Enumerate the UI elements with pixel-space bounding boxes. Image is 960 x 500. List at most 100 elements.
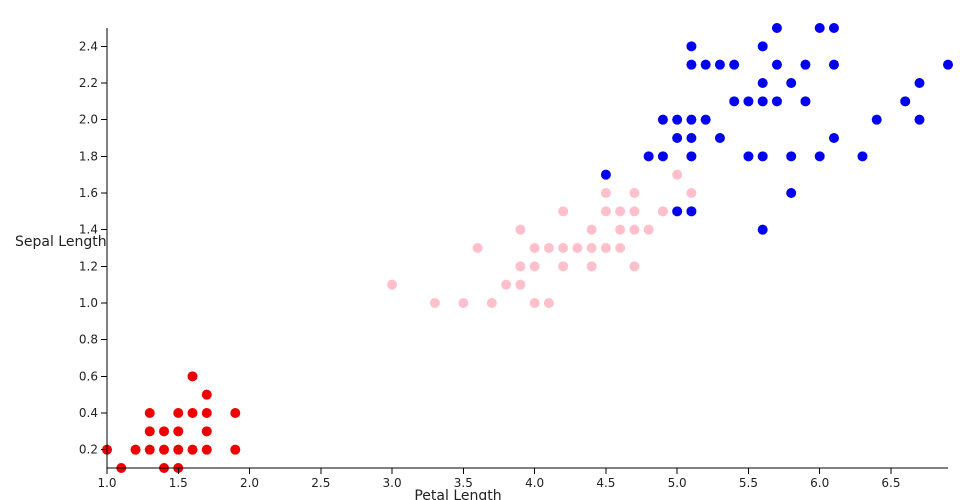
scatter-point xyxy=(786,78,797,88)
scatter-point xyxy=(900,96,911,107)
y-tick-label: 2.0 xyxy=(79,113,98,127)
x-tick-label: 5.0 xyxy=(668,476,687,490)
scatter-point xyxy=(743,151,754,162)
scatter-point xyxy=(771,23,782,33)
points-layer xyxy=(102,23,953,473)
x-tick-label: 2.0 xyxy=(240,476,259,490)
scatter-point xyxy=(130,444,141,455)
scatter-point xyxy=(714,59,725,70)
scatter-point xyxy=(387,279,398,290)
scatter-point xyxy=(629,224,640,235)
y-axis-title: Sepal Length xyxy=(15,234,107,250)
x-tick-label: 3.5 xyxy=(454,476,473,490)
y-tick-label: 1.4 xyxy=(79,223,98,237)
scatter-point xyxy=(686,206,697,217)
scatter-point xyxy=(828,133,839,143)
axes-layer: 1.0 1.5 2.0 2.5 3.0 3.5 4.0 4.5 5.0 5.5 6.0 6.5 0.2 0… xyxy=(79,28,948,490)
scatter-point xyxy=(700,59,711,70)
scatter-point xyxy=(757,151,768,162)
scatter-point xyxy=(173,444,184,455)
scatter-point xyxy=(743,96,754,107)
x-tick-label: 4.0 xyxy=(525,476,544,490)
scatter-point xyxy=(615,224,626,235)
scatter-point xyxy=(201,426,212,437)
scatter-point xyxy=(159,426,170,437)
x-tick-label: 1.0 xyxy=(97,476,116,490)
scatter-point xyxy=(486,298,497,308)
scatter-point xyxy=(543,243,554,253)
scatter-point xyxy=(187,371,198,382)
scatter-point xyxy=(729,96,740,107)
y-tick-label: 0.2 xyxy=(79,443,98,457)
scatter-point xyxy=(600,243,611,253)
scatter-point xyxy=(629,206,640,217)
scatter-point xyxy=(786,151,797,162)
scatter-point xyxy=(458,298,469,308)
scatter-point xyxy=(187,408,198,418)
x-tick-label: 4.5 xyxy=(596,476,615,490)
scatter-point xyxy=(672,169,683,180)
x-tick-label: 6.0 xyxy=(810,476,829,490)
scatter-point xyxy=(429,298,440,308)
scatter-point xyxy=(558,243,569,253)
scatter-point xyxy=(828,59,839,70)
scatter-point xyxy=(729,59,740,70)
scatter-point xyxy=(173,408,184,418)
scatter-point xyxy=(686,114,697,125)
scatter-point xyxy=(615,206,626,217)
scatter-point xyxy=(686,151,697,162)
y-tick-label: 0.6 xyxy=(79,369,98,383)
y-tick-label: 0.4 xyxy=(79,406,98,420)
scatter-point xyxy=(144,408,155,418)
scatter-point xyxy=(757,96,768,107)
y-tick-label: 2.4 xyxy=(79,39,98,53)
scatter-point xyxy=(201,408,212,418)
scatter-point xyxy=(600,188,611,198)
y-tick-label: 1.8 xyxy=(79,149,98,163)
scatter-point xyxy=(515,224,526,235)
scatter-point xyxy=(230,444,241,455)
y-tick-label: 1.2 xyxy=(79,259,98,273)
scatter-point xyxy=(201,389,212,400)
scatter-point xyxy=(173,426,184,437)
scatter-point xyxy=(871,114,882,125)
x-tick-label: 5.5 xyxy=(739,476,758,490)
scatter-point xyxy=(686,59,697,70)
scatter-point xyxy=(515,261,526,272)
scatter-point xyxy=(159,444,170,455)
scatter-point xyxy=(757,78,768,88)
scatter-point xyxy=(771,59,782,70)
x-tick-label: 3.0 xyxy=(383,476,402,490)
scatter-point xyxy=(144,444,155,455)
scatter-point xyxy=(657,114,668,125)
scatter-point xyxy=(814,23,825,33)
scatter-point xyxy=(657,151,668,162)
scatter-point xyxy=(529,243,540,253)
scatter-point xyxy=(700,114,711,125)
scatter-point xyxy=(629,261,640,272)
scatter-point xyxy=(800,96,811,107)
scatter-point xyxy=(914,114,925,125)
scatter-point xyxy=(757,224,768,235)
scatter-point xyxy=(914,78,925,88)
x-tick-label: 2.5 xyxy=(311,476,330,490)
scatter-point xyxy=(943,59,953,70)
scatter-point xyxy=(643,224,654,235)
scatter-point xyxy=(586,261,597,272)
y-tick-label: 1.6 xyxy=(79,186,98,200)
scatter-point xyxy=(786,188,797,198)
scatter-point xyxy=(657,206,668,217)
scatter-point xyxy=(529,261,540,272)
scatter-point xyxy=(201,444,212,455)
scatter-point xyxy=(572,243,583,253)
scatter-point xyxy=(558,261,569,272)
scatter-point xyxy=(629,188,640,198)
scatter-point xyxy=(800,59,811,70)
x-axis-title: Petal Length xyxy=(414,488,501,500)
y-tick-label: 1.0 xyxy=(79,296,98,310)
scatter-point xyxy=(615,243,626,253)
scatter-point xyxy=(586,243,597,253)
scatter-point xyxy=(472,243,483,253)
x-tick-label: 6.5 xyxy=(881,476,900,490)
